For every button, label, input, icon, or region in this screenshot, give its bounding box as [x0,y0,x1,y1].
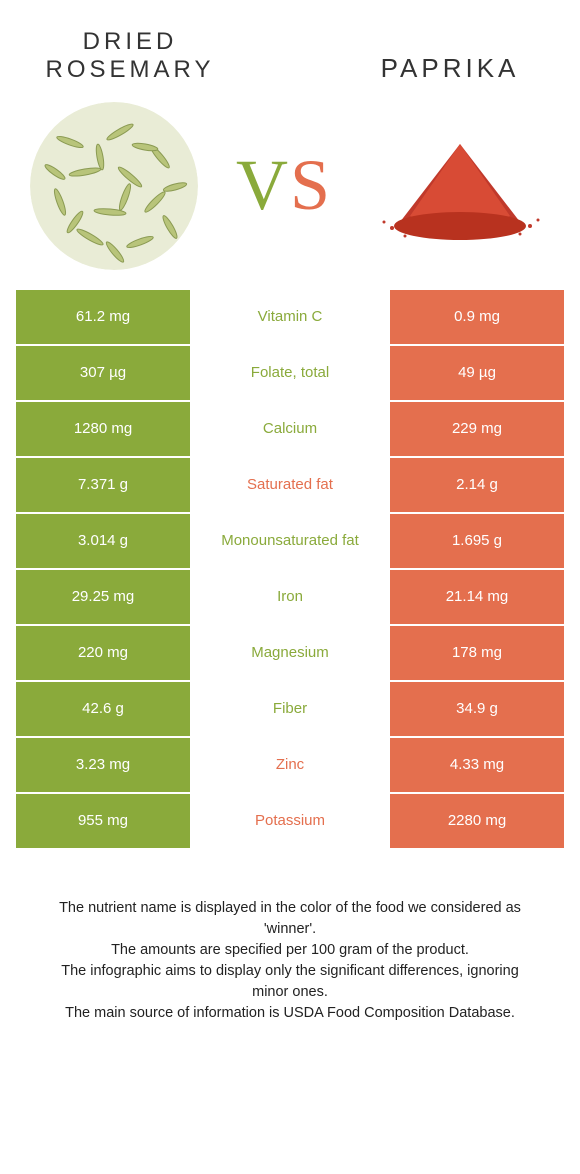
left-title: DRIED ROSEMARY [30,28,230,83]
nutrient-label: Saturated fat [190,458,390,512]
right-value: 2280 mg [390,794,564,848]
table-row: 61.2 mgVitamin C0.9 mg [16,290,564,344]
nutrient-label: Calcium [190,402,390,456]
nutrient-label: Folate, total [190,346,390,400]
left-title-line2: ROSEMARY [46,56,215,83]
right-value: 0.9 mg [390,290,564,344]
table-row: 3.23 mgZinc4.33 mg [16,738,564,792]
footer-line-3: The infographic aims to display only the… [42,961,538,1003]
left-value: 3.23 mg [16,738,190,792]
left-value: 42.6 g [16,682,190,736]
nutrient-label: Zinc [190,738,390,792]
left-value: 61.2 mg [16,290,190,344]
table-row: 1280 mgCalcium229 mg [16,402,564,456]
right-value: 4.33 mg [390,738,564,792]
nutrient-label: Fiber [190,682,390,736]
left-value: 307 µg [16,346,190,400]
footer-line-4: The main source of information is USDA F… [42,1003,538,1024]
table-row: 220 mgMagnesium178 mg [16,626,564,680]
image-row: VS [0,84,580,290]
left-value: 1280 mg [16,402,190,456]
footer-line-2: The amounts are specified per 100 gram o… [42,940,538,961]
table-row: 42.6 gFiber34.9 g [16,682,564,736]
nutrient-label: Potassium [190,794,390,848]
nutrient-label: Magnesium [190,626,390,680]
footer-notes: The nutrient name is displayed in the co… [0,850,580,1024]
table-row: 7.371 gSaturated fat2.14 g [16,458,564,512]
vs-v: V [236,145,290,225]
table-row: 307 µgFolate, total49 µg [16,346,564,400]
vs-label: VS [236,144,332,227]
right-value: 2.14 g [390,458,564,512]
nutrient-label: Vitamin C [190,290,390,344]
paprika-image [370,126,550,246]
right-value: 229 mg [390,402,564,456]
right-value: 21.14 mg [390,570,564,624]
table-row: 955 mgPotassium2280 mg [16,794,564,848]
rosemary-image [30,102,198,270]
nutrient-label: Monounsaturated fat [190,514,390,568]
left-value: 220 mg [16,626,190,680]
right-value: 49 µg [390,346,564,400]
table-row: 29.25 mgIron21.14 mg [16,570,564,624]
table-row: 3.014 gMonounsaturated fat1.695 g [16,514,564,568]
comparison-table: 61.2 mgVitamin C0.9 mg307 µgFolate, tota… [16,290,564,848]
right-value: 178 mg [390,626,564,680]
right-title: PAPRIKA [350,54,550,84]
header: DRIED ROSEMARY PAPRIKA [0,0,580,84]
left-value: 29.25 mg [16,570,190,624]
left-value: 7.371 g [16,458,190,512]
footer-line-1: The nutrient name is displayed in the co… [42,898,538,940]
right-value: 34.9 g [390,682,564,736]
left-value: 955 mg [16,794,190,848]
left-title-line1: DRIED [83,28,178,55]
vs-s: S [290,145,332,225]
right-value: 1.695 g [390,514,564,568]
left-value: 3.014 g [16,514,190,568]
nutrient-label: Iron [190,570,390,624]
